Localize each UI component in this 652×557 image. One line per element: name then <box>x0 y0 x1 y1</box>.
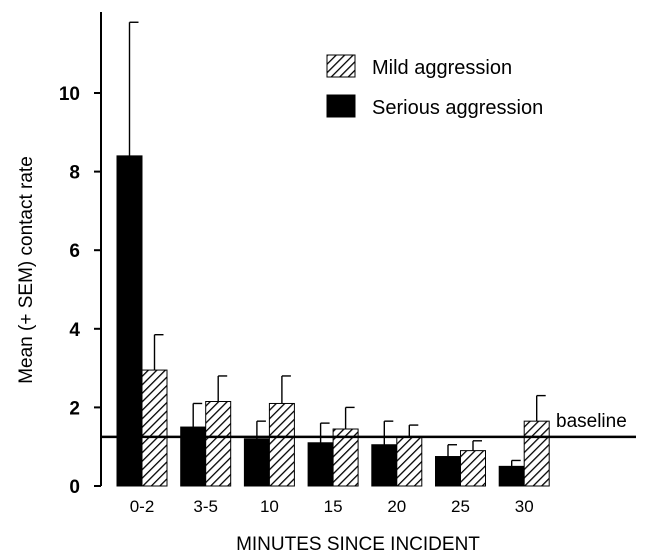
bar-mild-aggression <box>141 369 168 487</box>
y-tick-label: 10 <box>59 84 80 105</box>
bar-serious-aggression <box>116 155 143 487</box>
bar-mild-aggression <box>460 450 486 487</box>
bar-serious-aggression <box>435 456 461 487</box>
x-tick-label: 3-5 <box>193 497 218 516</box>
bar-mild-aggression <box>332 428 359 487</box>
legend-swatch <box>326 54 356 78</box>
legend-label: Serious aggression <box>372 97 543 119</box>
bar-serious-aggression <box>243 438 270 487</box>
y-ticks: 0 2 4 6 8 10 <box>59 84 101 498</box>
y-tick-label: 0 <box>69 477 80 498</box>
bar-serious-aggression <box>307 442 334 487</box>
bar-serious-aggression <box>498 465 525 487</box>
bars <box>116 155 550 487</box>
x-tick-label: 25 <box>451 497 470 516</box>
bar-mild-aggression <box>523 420 550 487</box>
baseline-label: baseline <box>556 411 627 432</box>
x-tick-label: 30 <box>515 497 534 516</box>
y-tick-label: 8 <box>69 163 80 184</box>
x-axis-title: MINUTES SINCE INCIDENT <box>236 534 480 555</box>
bar-mild-aggression <box>205 401 232 487</box>
x-tick-label: 10 <box>260 497 279 516</box>
y-axis-title: Mean (+ SEM) contact rate <box>16 156 37 384</box>
x-tick-labels: 0-2 3-5 10 15 20 25 30 <box>130 497 534 516</box>
error-bars <box>128 21 546 467</box>
x-tick-label: 15 <box>324 497 343 516</box>
x-tick-label: 0-2 <box>130 497 155 516</box>
legend-label: Mild aggression <box>372 57 512 79</box>
y-tick-label: 4 <box>69 320 80 341</box>
x-tick-label: 20 <box>387 497 406 516</box>
legend-swatch <box>326 94 356 118</box>
legend: Mild aggression Serious aggression <box>326 54 543 119</box>
bar-mild-aggression <box>396 436 423 487</box>
y-tick-label: 2 <box>69 398 80 419</box>
baseline: baseline <box>101 411 636 439</box>
bar-mild-aggression <box>268 402 295 487</box>
y-tick-label: 6 <box>69 241 80 262</box>
bar-serious-aggression <box>371 444 398 487</box>
